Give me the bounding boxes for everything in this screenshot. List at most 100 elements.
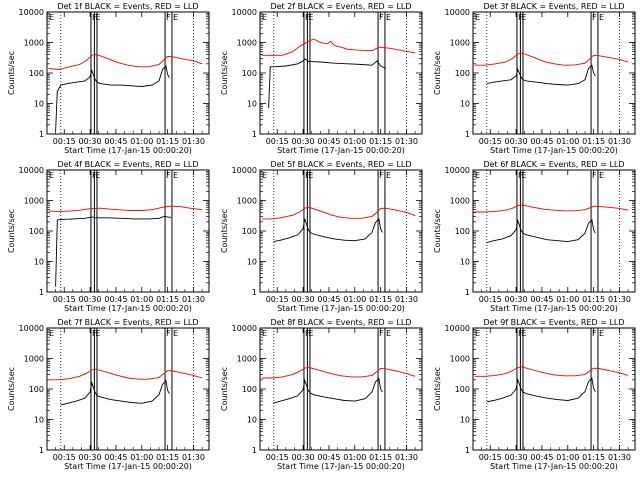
chart-title: Det 6f BLACK = Events, RED = LLD — [483, 160, 624, 169]
series-line-lld — [474, 204, 629, 213]
chart-title: Det 2f BLACK = Events, RED = LLD — [270, 2, 411, 11]
series-line-events — [486, 377, 596, 403]
x-axis-label: Start Time (17-Jan-15 00:00:20) — [64, 462, 192, 471]
y-tick-label: 10000 — [445, 324, 470, 333]
y-tick-label: 1000 — [450, 355, 470, 364]
segment-label-mid2: E — [308, 13, 313, 22]
series-line-events — [273, 377, 383, 404]
x-tick-label: 00:15 — [53, 137, 76, 146]
series-line-events — [60, 379, 170, 406]
segment-label-right: F — [379, 329, 384, 338]
series-line-events — [55, 215, 172, 287]
series-line-events — [55, 65, 170, 132]
x-tick-label: 01:00 — [130, 295, 153, 304]
series-line-lld — [48, 54, 203, 70]
y-tick-label: 1 — [39, 446, 44, 455]
y-tick-label: 1 — [252, 130, 257, 139]
chart-panel-8: Det 8f BLACK = Events, RED = LLD 1 10 100 10… — [220, 318, 423, 471]
segment-label-left: E — [262, 329, 267, 338]
segment-label-right: F — [166, 13, 171, 22]
segment-label-mid2: E — [521, 13, 526, 22]
x-tick-label: 00:30 — [79, 137, 102, 146]
x-tick-label: 00:15 — [479, 295, 502, 304]
segment-label-mid2: E — [521, 329, 526, 338]
segment-label-right: F — [379, 13, 384, 22]
x-tick-label: 00:45 — [104, 295, 127, 304]
segment-label-mid1: F — [92, 329, 97, 338]
x-tick-label: 00:45 — [317, 453, 340, 462]
segment-label-right: F — [166, 329, 171, 338]
y-tick-label: 1 — [252, 288, 257, 297]
y-tick-label: 1 — [252, 446, 257, 455]
segment-label-mid1: F — [305, 171, 310, 180]
segment-label-left: E — [49, 171, 54, 180]
plot-frame — [472, 327, 636, 451]
plot-frame — [259, 169, 423, 293]
segment-label-left: E — [49, 329, 54, 338]
segment-label-right2: E — [599, 329, 604, 338]
y-axis-label: Counts/sec — [220, 367, 229, 411]
segment-label-right: F — [592, 171, 597, 180]
chart-title: Det 5f BLACK = Events, RED = LLD — [270, 160, 411, 169]
x-tick-label: 00:45 — [530, 295, 553, 304]
y-tick-label: 100 — [29, 385, 44, 394]
segment-label-right: F — [379, 171, 384, 180]
segment-label-right2: E — [599, 13, 604, 22]
x-axis-label: Start Time (17-Jan-15 00:00:20) — [490, 462, 618, 471]
y-axis-label: Counts/sec — [7, 209, 16, 253]
segment-label-mid1: F — [305, 329, 310, 338]
x-axis-label: Start Time (17-Jan-15 00:00:20) — [277, 462, 405, 471]
x-tick-label: 00:45 — [530, 453, 553, 462]
chart-title: Det 8f BLACK = Events, RED = LLD — [270, 318, 411, 327]
y-tick-label: 10000 — [232, 8, 257, 17]
y-tick-label: 10 — [247, 258, 257, 267]
y-tick-label: 10000 — [232, 166, 257, 175]
x-tick-label: 01:30 — [608, 137, 631, 146]
y-tick-label: 1000 — [237, 355, 257, 364]
y-axis-label: Counts/sec — [433, 367, 442, 411]
y-tick-label: 1 — [465, 288, 470, 297]
y-tick-label: 1000 — [24, 39, 44, 48]
x-tick-label: 01:00 — [556, 295, 579, 304]
y-tick-label: 10 — [34, 258, 44, 267]
chart-title: Det 9f BLACK = Events, RED = LLD — [483, 318, 624, 327]
segment-label-mid1: F — [92, 13, 97, 22]
x-tick-label: 01:00 — [130, 137, 153, 146]
segment-label-left: E — [262, 171, 267, 180]
y-axis-label: Counts/sec — [220, 209, 229, 253]
series-line-events — [273, 217, 383, 243]
series-line-lld — [261, 38, 416, 56]
x-tick-label: 01:00 — [343, 295, 366, 304]
x-tick-label: 01:15 — [369, 453, 392, 462]
segment-label-right: F — [166, 171, 171, 180]
segment-label-mid1: F — [518, 171, 523, 180]
y-tick-label: 10000 — [19, 324, 44, 333]
segment-label-left: E — [49, 13, 54, 22]
segment-label-right: F — [592, 13, 597, 22]
segment-label-left: E — [475, 13, 480, 22]
x-tick-label: 00:15 — [266, 295, 289, 304]
x-tick-label: 01:30 — [182, 453, 205, 462]
segment-label-mid2: E — [308, 329, 313, 338]
y-tick-label: 10000 — [19, 166, 44, 175]
x-tick-label: 01:15 — [156, 137, 179, 146]
chart-panel-2: Det 2f BLACK = Events, RED = LLD 1 10 100 10… — [220, 2, 423, 155]
series-line-lld — [261, 206, 416, 220]
x-tick-label: 00:30 — [505, 137, 528, 146]
y-tick-label: 1000 — [237, 39, 257, 48]
x-tick-label: 00:45 — [104, 137, 127, 146]
segment-label-right2: E — [386, 171, 391, 180]
y-axis-label: Counts/sec — [433, 51, 442, 95]
x-tick-label: 00:15 — [479, 137, 502, 146]
x-tick-label: 01:15 — [156, 295, 179, 304]
x-tick-label: 00:30 — [79, 453, 102, 462]
y-tick-label: 10 — [247, 100, 257, 109]
y-tick-label: 10000 — [19, 8, 44, 17]
y-axis-label: Counts/sec — [7, 367, 16, 411]
segment-label-left: E — [475, 329, 480, 338]
y-tick-label: 100 — [455, 69, 470, 78]
x-tick-label: 01:00 — [556, 137, 579, 146]
segment-label-right2: E — [173, 13, 178, 22]
y-tick-label: 100 — [455, 385, 470, 394]
